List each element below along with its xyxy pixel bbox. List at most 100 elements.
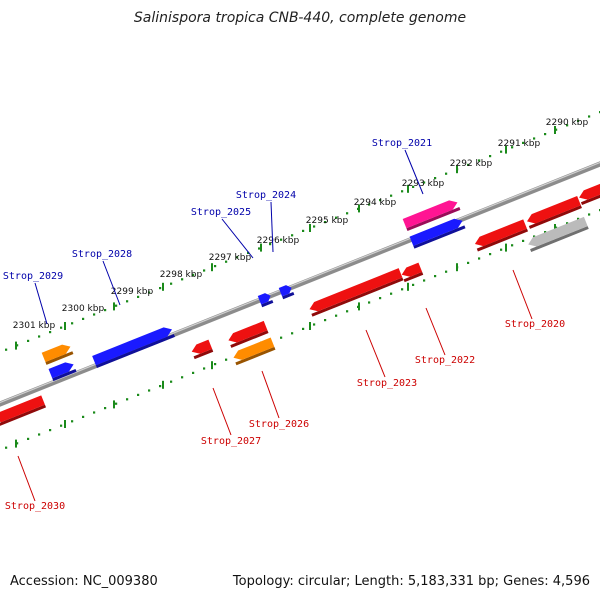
forward-ruler-dot xyxy=(225,260,228,263)
forward-ruler-dot xyxy=(467,163,470,166)
gene-orange-forward-arrow[interactable] xyxy=(41,342,74,365)
gene-strop-2023-arrow-shadow xyxy=(311,277,404,317)
reverse-ruler-dot xyxy=(423,279,426,282)
forward-ruler-dot xyxy=(291,234,294,237)
forward-ruler-dot xyxy=(258,247,261,250)
reverse-ruler-dot xyxy=(500,248,503,251)
gene-strop-2021-arrow-shadow xyxy=(413,225,466,249)
kbp-tick-label: 2294 kbp xyxy=(354,198,397,208)
forward-ruler-dot xyxy=(148,291,151,294)
reverse-ruler-dot xyxy=(93,411,96,414)
gene-strop-2030-arrow[interactable] xyxy=(0,395,47,428)
forward-ruler-dot xyxy=(500,150,503,153)
gene-label-strop-2027-leader xyxy=(212,387,232,436)
gene-red-edge-arrow-body xyxy=(579,181,600,200)
gene-label-strop-2028-leader xyxy=(102,260,121,306)
forward-ruler-dot xyxy=(346,212,349,215)
forward-ruler-dot xyxy=(445,172,448,175)
forward-ruler-dot xyxy=(60,326,63,329)
gene-pink-arrow[interactable] xyxy=(402,198,461,232)
reverse-ruler-dot xyxy=(390,292,393,295)
gene-strop-2024-arrow[interactable] xyxy=(278,284,295,300)
forward-ruler-dot xyxy=(214,265,217,268)
reverse-ruler-dot xyxy=(445,270,448,273)
forward-ruler-dot xyxy=(423,181,426,184)
gene-strop-2027-arrow-body xyxy=(191,339,213,354)
reverse-ruler-dot xyxy=(555,226,558,229)
forward-ruler-dot xyxy=(511,146,514,149)
forward-ruler-dot xyxy=(368,203,371,206)
gene-label-strop-2029-leader xyxy=(34,282,48,325)
gene-label-strop-2021[interactable]: Strop_2021 xyxy=(372,138,432,149)
gene-label-strop-2028[interactable]: Strop_2028 xyxy=(72,249,132,260)
forward-ruler-dot xyxy=(269,243,272,246)
gene-red-upper-right-arrow-shadow xyxy=(528,205,582,229)
gene-grey-arrow[interactable] xyxy=(526,216,589,252)
gene-strop-2023-arrow[interactable] xyxy=(308,268,404,317)
forward-ruler-dot xyxy=(203,269,206,272)
reverse-ruler-dot xyxy=(379,297,382,300)
gene-label-strop-2020[interactable]: Strop_2020 xyxy=(505,319,565,330)
gene-strop-2026-arrow[interactable] xyxy=(232,337,276,366)
reverse-ruler-dot xyxy=(511,244,514,247)
forward-ruler-dot xyxy=(5,348,8,351)
reverse-ruler-dot xyxy=(137,393,140,396)
reverse-ruler-dot xyxy=(544,231,547,234)
gene-strop-2025-arrow[interactable] xyxy=(257,292,274,308)
kbp-tick-label: 2298 kbp xyxy=(160,270,203,280)
gene-strop-2025-arrow-shadow xyxy=(261,299,274,308)
gene-label-strop-2022-leader xyxy=(425,307,446,356)
gene-strop-2022-arrow-body xyxy=(401,262,423,277)
forward-ruler-dot xyxy=(555,128,558,131)
gene-label-strop-2023[interactable]: Strop_2023 xyxy=(357,378,417,389)
gene-strop-2020-arrow-body xyxy=(474,219,527,247)
kbp-tick-label: 2293 kbp xyxy=(402,179,445,189)
gene-strop-2029-arrow[interactable] xyxy=(48,360,77,382)
reverse-ruler-dot xyxy=(412,283,415,286)
gene-strop-2027-arrow[interactable] xyxy=(190,339,214,360)
gene-label-strop-2027[interactable]: Strop_2027 xyxy=(201,436,261,447)
forward-ruler-dot xyxy=(577,119,580,122)
forward-ruler-dot xyxy=(27,339,30,342)
gene-label-strop-2021-leader xyxy=(404,149,424,195)
forward-ruler-dot xyxy=(390,194,393,197)
gene-grey-arrow-shadow xyxy=(530,226,589,252)
gene-label-strop-2030[interactable]: Strop_2030 xyxy=(5,501,65,512)
gene-label-strop-2029[interactable]: Strop_2029 xyxy=(3,271,63,282)
genome-title: Salinispora tropica CNB-440, complete ge… xyxy=(133,10,467,26)
kbp-tick-label: 2301 kbp xyxy=(13,321,56,331)
forward-ruler-dot xyxy=(38,335,41,338)
gene-strop-2029-arrow-body xyxy=(48,362,74,379)
reverse-ruler-dot xyxy=(346,310,349,313)
forward-ruler-dot xyxy=(236,256,239,259)
kbp-tick-label: 2295 kbp xyxy=(306,216,349,226)
forward-ruler-dot xyxy=(478,159,481,162)
gene-strop-2021-arrow[interactable] xyxy=(409,216,466,249)
forward-ruler-dot xyxy=(522,141,525,144)
gene-label-strop-2025[interactable]: Strop_2025 xyxy=(191,207,251,218)
gene-strop-2026-arrow-shadow xyxy=(235,346,276,366)
gene-label-strop-2026[interactable]: Strop_2026 xyxy=(249,419,309,430)
gene-red-small-arrow[interactable] xyxy=(227,320,269,348)
forward-ruler-dot xyxy=(313,225,316,228)
gene-label-strop-2023-leader xyxy=(365,329,386,378)
gene-strop-2020-arrow[interactable] xyxy=(473,219,529,252)
gene-red-edge-arrow[interactable] xyxy=(577,181,600,205)
gene-red-upper-right-arrow[interactable] xyxy=(525,195,582,229)
reverse-ruler-dot xyxy=(148,389,151,392)
gene-strop-2022-arrow[interactable] xyxy=(400,262,424,283)
gene-label-strop-2022[interactable]: Strop_2022 xyxy=(415,355,475,366)
reverse-ruler-dot xyxy=(313,323,316,326)
forward-ruler-dot xyxy=(533,137,536,140)
genome-backbone-highlight xyxy=(0,161,600,404)
reverse-ruler-dot xyxy=(225,358,228,361)
forward-ruler-dot xyxy=(434,177,437,180)
forward-ruler-dot xyxy=(379,199,382,202)
gene-label-strop-2024[interactable]: Strop_2024 xyxy=(236,190,296,201)
gene-strop-2024-arrow-body xyxy=(278,285,292,297)
forward-ruler-dot xyxy=(16,344,19,347)
genome-summary-text: Topology: circular; Length: 5,183,331 bp… xyxy=(232,574,590,589)
gene-strop-2029-arrow-shadow xyxy=(52,369,77,382)
forward-ruler-dot xyxy=(302,229,305,232)
gene-strop-2028-arrow[interactable] xyxy=(92,325,175,369)
